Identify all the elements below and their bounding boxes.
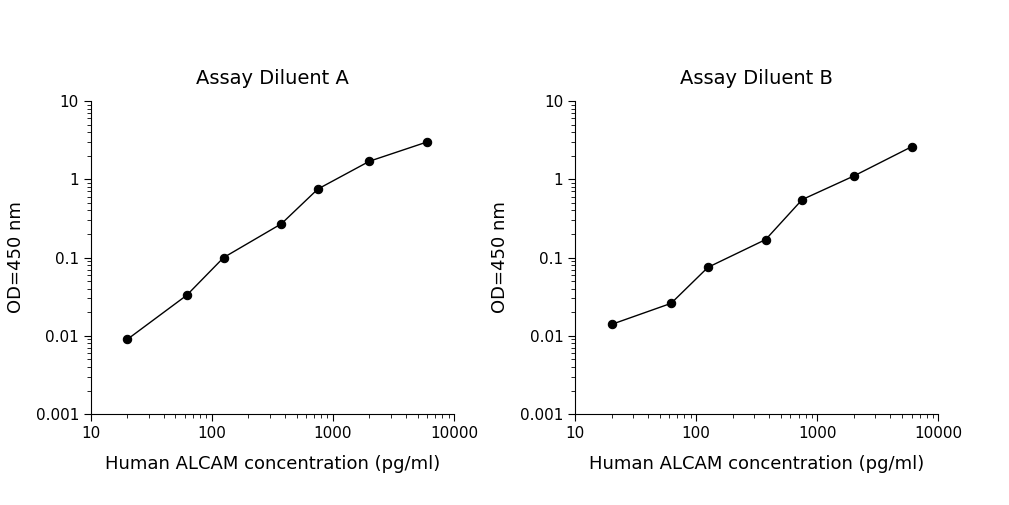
X-axis label: Human ALCAM concentration (pg/ml): Human ALCAM concentration (pg/ml) — [589, 455, 924, 473]
Y-axis label: OD=450 nm: OD=450 nm — [490, 201, 509, 314]
Title: Assay Diluent A: Assay Diluent A — [196, 69, 349, 88]
X-axis label: Human ALCAM concentration (pg/ml): Human ALCAM concentration (pg/ml) — [105, 455, 440, 473]
Y-axis label: OD=450 nm: OD=450 nm — [6, 201, 24, 314]
Title: Assay Diluent B: Assay Diluent B — [680, 69, 833, 88]
